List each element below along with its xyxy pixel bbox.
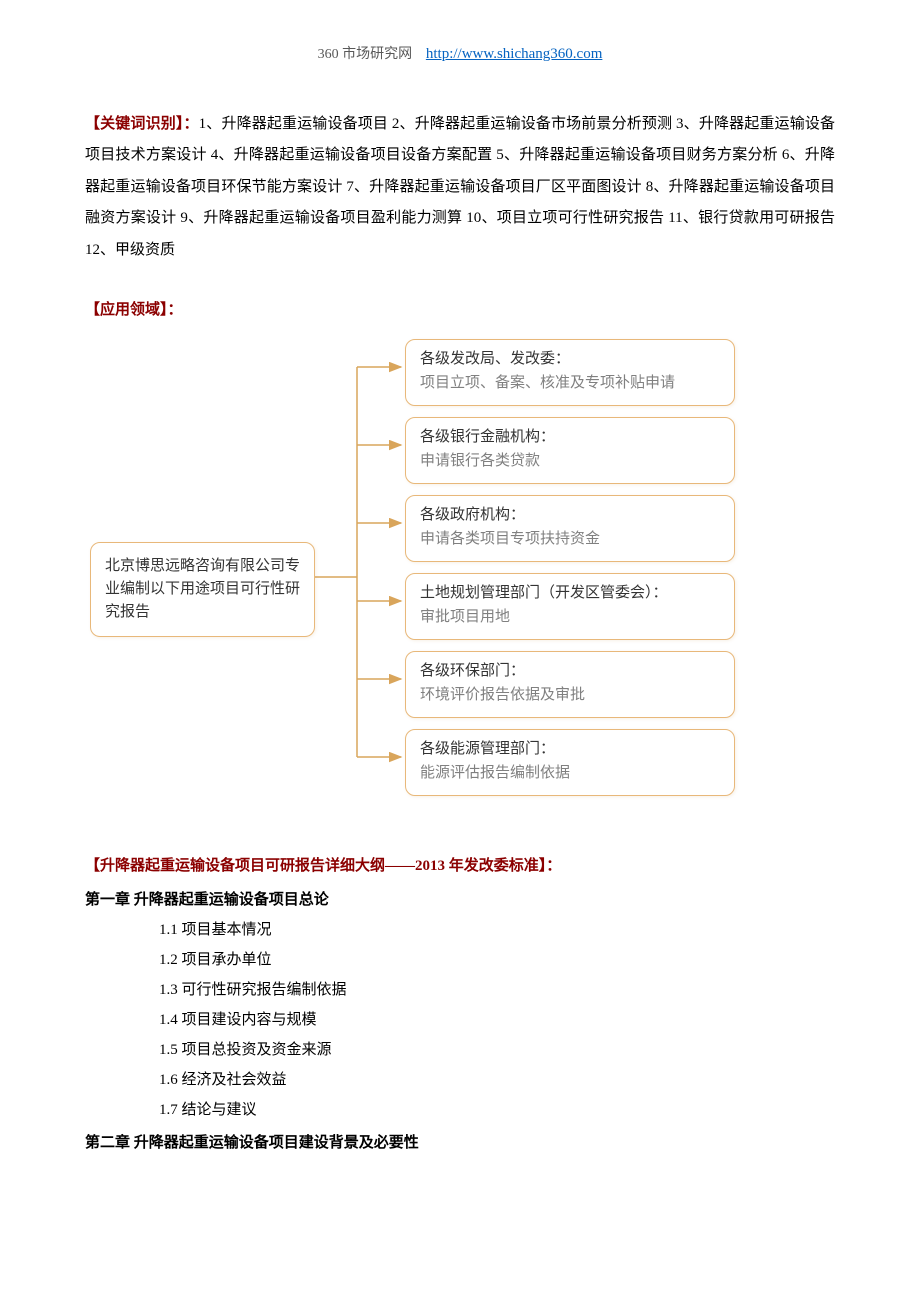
keywords-text: 1、升降器起重运输设备项目 2、升降器起重运输设备市场前景分析预测 3、升降器起… [85, 116, 835, 258]
toc-item: 1.6 经济及社会效益 [159, 1065, 835, 1095]
diagram-target-0-desc: 项目立项、备案、核准及专项补贴申请 [420, 372, 720, 395]
chapter-2-heading: 第二章 升降器起重运输设备项目建设背景及必要性 [85, 1129, 835, 1158]
application-section: 【应用领域】： [85, 296, 835, 325]
diagram-target-2: 各级政府机构： 申请各类项目专项扶持资金 [405, 495, 735, 562]
outline-title: 【升降器起重运输设备项目可研报告详细大纲——2013 年发改委标准】： [85, 852, 835, 881]
diagram-target-5-title: 各级能源管理部门： [420, 738, 720, 761]
diagram-target-1-desc: 申请银行各类贷款 [420, 450, 720, 473]
diagram-target-0-title: 各级发改局、发改委： [420, 348, 720, 371]
header-link[interactable]: http://www.shichang360.com [426, 46, 603, 62]
keywords-section: 【关键词识别】：1、升降器起重运输设备项目 2、升降器起重运输设备市场前景分析预… [85, 109, 835, 267]
diagram-target-5-desc: 能源评估报告编制依据 [420, 762, 720, 785]
toc-item: 1.4 项目建设内容与规模 [159, 1005, 835, 1035]
chapter-1-items: 1.1 项目基本情况 1.2 项目承办单位 1.3 可行性研究报告编制依据 1.… [159, 915, 835, 1125]
diagram-target-0: 各级发改局、发改委： 项目立项、备案、核准及专项补贴申请 [405, 339, 735, 406]
diagram-target-2-desc: 申请各类项目专项扶持资金 [420, 528, 720, 551]
diagram-target-3: 土地规划管理部门（开发区管委会）： 审批项目用地 [405, 573, 735, 640]
diagram-target-4: 各级环保部门： 环境评价报告依据及审批 [405, 651, 735, 718]
toc-item: 1.3 可行性研究报告编制依据 [159, 975, 835, 1005]
toc-item: 1.2 项目承办单位 [159, 945, 835, 975]
diagram-target-4-desc: 环境评价报告依据及审批 [420, 684, 720, 707]
diagram-source-box: 北京博思远略咨询有限公司专业编制以下用途项目可行性研究报告 [90, 542, 315, 638]
diagram-target-1: 各级银行金融机构： 申请银行各类贷款 [405, 417, 735, 484]
chapter-1-heading: 第一章 升降器起重运输设备项目总论 [85, 886, 835, 915]
diagram-target-2-title: 各级政府机构： [420, 504, 720, 527]
diagram-target-1-title: 各级银行金融机构： [420, 426, 720, 449]
toc-item: 1.5 项目总投资及资金来源 [159, 1035, 835, 1065]
toc-item: 1.7 结论与建议 [159, 1095, 835, 1125]
diagram-target-4-title: 各级环保部门： [420, 660, 720, 683]
header-site: 360 市场研究网 [318, 47, 413, 62]
keywords-label: 【关键词识别】： [85, 116, 199, 132]
diagram-source-text: 北京博思远略咨询有限公司专业编制以下用途项目可行性研究报告 [105, 558, 300, 621]
application-label: 【应用领域】： [85, 302, 183, 318]
diagram-target-5: 各级能源管理部门： 能源评估报告编制依据 [405, 729, 735, 796]
toc-item: 1.1 项目基本情况 [159, 915, 835, 945]
diagram-target-3-title: 土地规划管理部门（开发区管委会）： [420, 582, 720, 605]
page-header: 360 市场研究网 http://www.shichang360.com [85, 40, 835, 69]
diagram-target-3-desc: 审批项目用地 [420, 606, 720, 629]
application-diagram: 北京博思远略咨询有限公司专业编制以下用途项目可行性研究报告 各级发改局、发改委：… [85, 337, 835, 812]
